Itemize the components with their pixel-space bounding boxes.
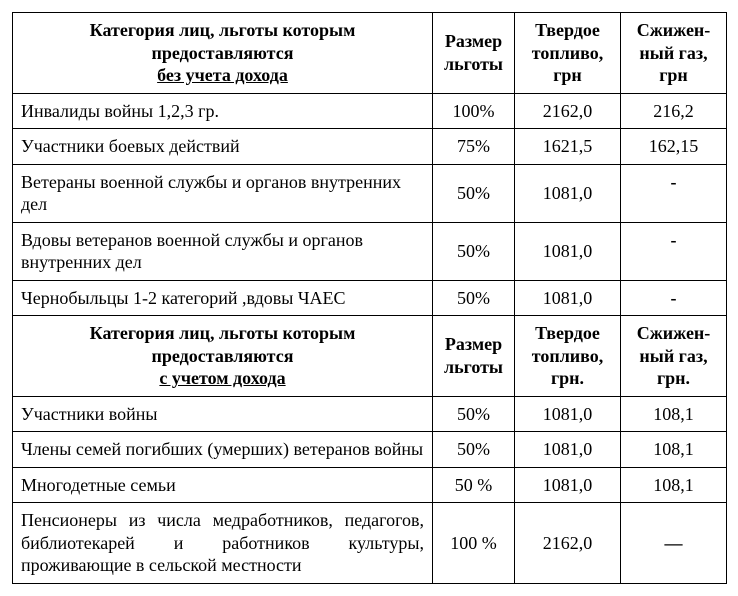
cell-category: Члены семей погибших (умерших) ветеранов… — [13, 432, 433, 468]
cell-fuel: 1081,0 — [515, 432, 621, 468]
cell-category: Участники боевых действий — [13, 129, 433, 165]
table-row: Вдовы ветеранов военной службы и органов… — [13, 222, 727, 280]
table-row: Пенсионеры из числа медработников, педаг… — [13, 503, 727, 584]
cell-fuel: 1081,0 — [515, 280, 621, 316]
cell-size: 100 % — [433, 503, 515, 584]
cell-fuel: 2162,0 — [515, 503, 621, 584]
cell-size: 50% — [433, 280, 515, 316]
header-fuel: Твердое топливо, грн. — [515, 316, 621, 397]
cell-fuel: 1081,0 — [515, 396, 621, 432]
cell-gas: 108,1 — [621, 432, 727, 468]
header-gas: Сжижен-ный газ, грн. — [621, 316, 727, 397]
cell-category: Участники войны — [13, 396, 433, 432]
header-category: Категория лиц, льготы которым предоставл… — [13, 316, 433, 397]
cell-size: 75% — [433, 129, 515, 165]
header-category-title: Категория лиц, льготы которым предоставл… — [21, 322, 424, 367]
cell-size: 50% — [433, 222, 515, 280]
benefits-table: Категория лиц, льготы которым предоставл… — [12, 12, 727, 584]
cell-gas: - — [621, 164, 727, 222]
table-header-row: Категория лиц, льготы которым предоставл… — [13, 13, 727, 94]
cell-gas: 108,1 — [621, 396, 727, 432]
cell-size: 50% — [433, 432, 515, 468]
cell-fuel: 2162,0 — [515, 93, 621, 129]
header-category-title: Категория лиц, льготы которым предоставл… — [21, 19, 424, 64]
table-header-row: Категория лиц, льготы которым предоставл… — [13, 316, 727, 397]
table-row: Чернобыльцы 1-2 категорий ,вдовы ЧАЕС 50… — [13, 280, 727, 316]
cell-size: 50% — [433, 164, 515, 222]
header-size: Размер льготы — [433, 316, 515, 397]
table-row: Многодетные семьи 50 % 1081,0 108,1 — [13, 467, 727, 503]
header-category-subtitle: с учетом дохода — [21, 367, 424, 390]
cell-size: 50 % — [433, 467, 515, 503]
header-category: Категория лиц, льготы которым предоставл… — [13, 13, 433, 94]
header-category-subtitle: без учета дохода — [21, 64, 424, 87]
cell-gas: - — [621, 222, 727, 280]
cell-fuel: 1621,5 — [515, 129, 621, 165]
cell-gas: — — [621, 503, 727, 584]
header-size: Размер льготы — [433, 13, 515, 94]
cell-fuel: 1081,0 — [515, 164, 621, 222]
table-row: Участники войны 50% 1081,0 108,1 — [13, 396, 727, 432]
cell-fuel: 1081,0 — [515, 467, 621, 503]
cell-category: Чернобыльцы 1-2 категорий ,вдовы ЧАЕС — [13, 280, 433, 316]
cell-category: Пенсионеры из числа медработников, педаг… — [13, 503, 433, 584]
cell-gas: - — [621, 280, 727, 316]
cell-category: Ветераны военной службы и органов внутре… — [13, 164, 433, 222]
table-row: Участники боевых действий 75% 1621,5 162… — [13, 129, 727, 165]
cell-gas: 216,2 — [621, 93, 727, 129]
cell-category: Многодетные семьи — [13, 467, 433, 503]
header-gas: Сжижен-ный газ, грн — [621, 13, 727, 94]
cell-category: Инвалиды войны 1,2,3 гр. — [13, 93, 433, 129]
cell-size: 100% — [433, 93, 515, 129]
cell-fuel: 1081,0 — [515, 222, 621, 280]
table-row: Инвалиды войны 1,2,3 гр. 100% 2162,0 216… — [13, 93, 727, 129]
table-row: Ветераны военной службы и органов внутре… — [13, 164, 727, 222]
cell-gas: 108,1 — [621, 467, 727, 503]
cell-size: 50% — [433, 396, 515, 432]
cell-category: Вдовы ветеранов военной службы и органов… — [13, 222, 433, 280]
header-fuel: Твердое топливо, грн — [515, 13, 621, 94]
table-row: Члены семей погибших (умерших) ветеранов… — [13, 432, 727, 468]
cell-gas: 162,15 — [621, 129, 727, 165]
